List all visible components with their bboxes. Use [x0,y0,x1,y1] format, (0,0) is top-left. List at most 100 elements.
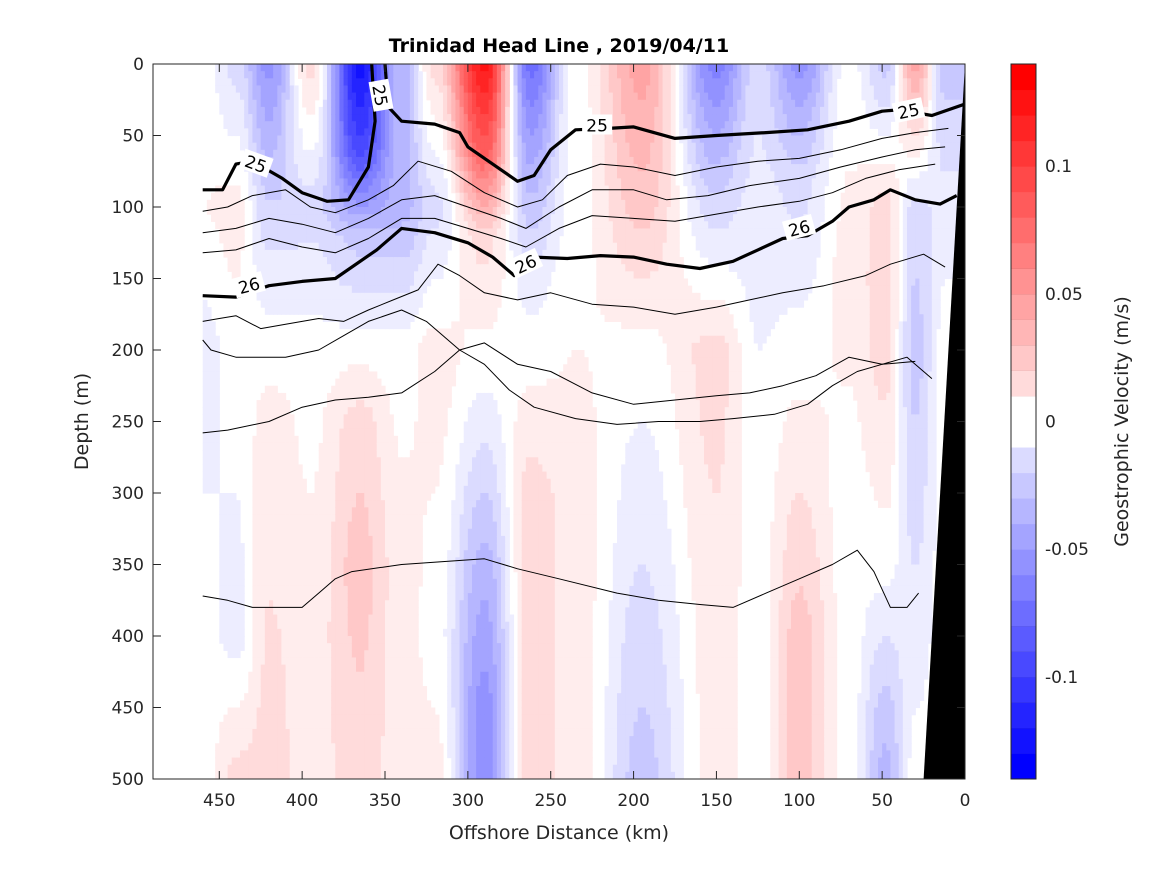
velocity-cell [277,106,283,115]
velocity-cell [302,535,307,544]
velocity-cell [273,307,278,315]
velocity-cell [285,721,291,730]
velocity-cell [306,600,312,608]
velocity-cell [206,378,212,387]
velocity-cell [277,435,283,444]
velocity-cell [463,106,469,115]
velocity-cell [285,114,291,122]
velocity-cell [327,128,332,137]
velocity-cell [219,99,225,108]
velocity-cell [310,257,316,265]
velocity-cell [376,507,382,516]
velocity-cell [467,621,473,630]
velocity-cell [380,450,386,458]
velocity-cell [289,78,295,87]
velocity-cell [289,85,295,94]
velocity-cell [289,457,295,465]
velocity-cell [385,700,390,709]
velocity-cell [219,564,225,573]
velocity-cell [467,728,473,737]
velocity-cell [310,771,316,779]
velocity-cell [298,585,303,594]
velocity-cell [310,678,316,687]
velocity-cell [356,600,361,608]
velocity-cell [372,257,378,265]
velocity-cell [289,164,295,172]
velocity-cell [331,478,336,487]
velocity-cell [314,71,320,79]
velocity-cell [360,242,365,251]
velocity-cell [281,271,287,280]
velocity-cell [401,571,407,580]
velocity-cell [343,400,349,408]
velocity-cell [252,657,258,666]
velocity-cell [206,364,212,373]
velocity-cell [339,385,345,394]
velocity-cell [472,621,477,630]
velocity-cell [285,85,291,94]
velocity-cell [447,364,452,373]
velocity-cell [277,571,283,580]
velocity-cell [414,114,419,122]
velocity-cell [430,750,436,759]
velocity-cell [360,771,365,779]
velocity-cell [343,285,349,294]
velocity-cell [389,135,394,144]
velocity-cell [351,471,357,480]
velocity-cell [256,135,262,144]
velocity-cell [385,721,390,730]
velocity-cell [264,771,270,779]
velocity-cell [405,714,411,723]
velocity-cell [248,700,254,709]
velocity-cell [339,628,345,637]
velocity-cell [339,64,345,72]
velocity-cell [211,400,216,408]
velocity-cell [206,478,212,487]
velocity-cell [227,707,233,716]
velocity-cell [418,700,423,709]
velocity-cell [455,135,461,144]
velocity-cell [397,728,403,737]
velocity-cell [372,528,378,537]
velocity-cell [322,92,328,101]
velocity-cell [343,628,349,637]
velocity-cell [231,128,237,137]
velocity-cell [343,478,349,487]
velocity-cell [360,278,365,287]
velocity-cell [306,264,312,272]
velocity-cell [409,728,415,737]
velocity-cell [285,750,291,759]
velocity-cell [306,728,312,737]
velocity-cell [277,543,283,551]
velocity-cell [331,464,336,473]
velocity-cell [360,142,365,151]
velocity-cell [322,428,328,437]
velocity-cell [331,264,336,272]
velocity-cell [472,671,477,680]
velocity-cell [339,242,345,251]
velocity-cell [405,307,411,315]
velocity-cell [467,657,473,666]
velocity-cell [256,714,262,723]
velocity-cell [310,171,316,179]
velocity-cell [248,78,254,87]
velocity-cell [380,421,386,430]
velocity-cell [318,607,324,616]
velocity-cell [322,435,328,444]
velocity-cell [231,528,237,537]
velocity-cell [356,707,361,716]
velocity-cell [418,392,423,401]
velocity-cell [418,450,423,458]
velocity-cell [385,750,390,759]
velocity-cell [422,471,428,480]
velocity-cell [231,500,237,508]
velocity-cell [455,743,461,751]
velocity-cell [331,628,336,637]
velocity-cell [414,221,419,230]
velocity-cell [463,507,469,516]
velocity-cell [240,221,245,230]
velocity-cell [455,528,461,537]
velocity-cell [364,128,370,137]
velocity-cell [360,535,365,544]
velocity-cell [285,121,291,129]
